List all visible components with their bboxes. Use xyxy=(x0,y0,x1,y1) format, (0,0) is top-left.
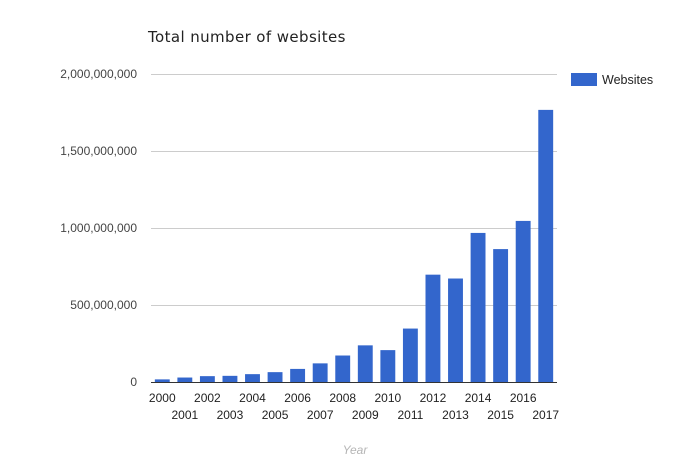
bar-2003 xyxy=(222,375,238,382)
x-tick-label: 2017 xyxy=(532,408,559,422)
bar-2017 xyxy=(538,109,554,382)
bar-2001 xyxy=(177,377,193,382)
x-tick-label: 2000 xyxy=(149,391,176,405)
x-axis-ticks: 2000 2001 2002 2003 2004 2005 2006 2007 2008 2009… xyxy=(149,391,559,422)
bar-2005 xyxy=(267,372,283,382)
x-tick-label: 2008 xyxy=(329,391,356,405)
x-tick-label: 2015 xyxy=(487,408,514,422)
gridlines xyxy=(151,74,557,306)
x-tick-label: 2005 xyxy=(262,408,289,422)
x-tick-label: 2007 xyxy=(307,408,334,422)
bar-2016 xyxy=(515,220,531,382)
bar-2000 xyxy=(154,379,170,382)
y-tick-label: 0 xyxy=(130,375,137,389)
bar-2008 xyxy=(335,355,351,382)
bar-2014 xyxy=(470,232,486,382)
bar-2002 xyxy=(199,376,215,382)
bar-2009 xyxy=(357,345,373,382)
bar-2007 xyxy=(312,363,328,382)
bar-2011 xyxy=(402,328,418,382)
y-tick-label: 1,000,000,000 xyxy=(60,221,137,235)
bar-2013 xyxy=(448,278,463,382)
x-tick-label: 2002 xyxy=(194,391,221,405)
x-tick-label: 2016 xyxy=(510,391,537,405)
bars xyxy=(154,109,554,382)
x-tick-label: 2010 xyxy=(374,391,401,405)
y-tick-label: 1,500,000,000 xyxy=(60,144,137,158)
legend-swatch xyxy=(571,73,597,86)
x-tick-label: 2006 xyxy=(284,391,311,405)
bar-2004 xyxy=(245,374,260,382)
legend-label: Websites xyxy=(602,73,653,87)
x-axis-label: Year xyxy=(343,443,369,457)
x-tick-label: 2013 xyxy=(442,408,469,422)
bar-2010 xyxy=(380,350,396,382)
x-tick-label: 2001 xyxy=(171,408,198,422)
x-tick-label: 2012 xyxy=(420,391,447,405)
y-tick-label: 500,000,000 xyxy=(70,298,137,312)
x-tick-label: 2011 xyxy=(397,408,423,422)
x-tick-label: 2009 xyxy=(352,408,379,422)
bar-2012 xyxy=(425,274,441,382)
x-tick-label: 2003 xyxy=(217,408,244,422)
y-axis-ticks: 0 500,000,000 1,000,000,000 1,500,000,000 2,… xyxy=(60,67,137,389)
bar-2015 xyxy=(493,249,509,382)
bar-2006 xyxy=(290,368,306,382)
legend: Websites xyxy=(571,73,653,87)
y-tick-label: 2,000,000,000 xyxy=(60,67,137,81)
x-tick-label: 2004 xyxy=(239,391,266,405)
x-tick-label: 2014 xyxy=(465,391,492,405)
chart-title: Total number of websites xyxy=(147,28,346,46)
